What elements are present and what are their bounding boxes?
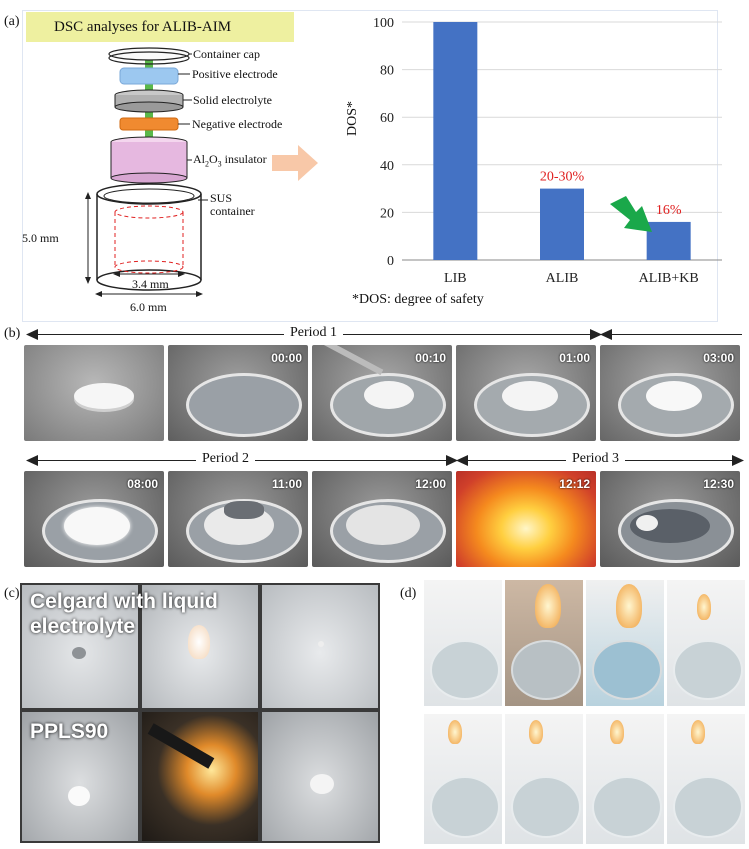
dos-bar-chart: 0 20 40 60 80 100 LIB ALIB 20-30% ALIB+KB 16% [373, 16, 722, 286]
label-insulator: Al2O3 insulator [193, 152, 267, 169]
period-3-label: Period 3 [566, 451, 626, 467]
photo-lamp-4 [667, 580, 745, 706]
arrow-right-icon [732, 455, 744, 466]
y-tick-label: 60 [380, 111, 394, 126]
photo-0300: 03:00 [600, 345, 740, 441]
x-tick-label: LIB [444, 271, 467, 286]
y-tick-label: 0 [387, 254, 394, 269]
photo-ppls-initial [22, 712, 138, 841]
photo-celgard-after [262, 585, 378, 708]
photo-lamp-8 [667, 714, 745, 844]
photo-ppls-burning [142, 712, 258, 841]
data-label: 16% [656, 203, 682, 218]
x-tick-label: ALIB+KB [639, 271, 699, 286]
arrow-left-icon [456, 455, 468, 466]
label-negative-electrode: Negative electrode [192, 117, 283, 131]
timestamp: 08:00 [127, 477, 158, 491]
photo-ppls-after [262, 712, 378, 841]
decrease-arrow [610, 196, 652, 232]
period-2-span-start [602, 334, 742, 335]
period-2-label: Period 2 [196, 451, 256, 467]
photo-lamp-5 [424, 714, 502, 844]
timestamp: 03:00 [703, 351, 734, 365]
dsc-cell-diagram [85, 47, 208, 297]
y-axis-label: DOS* [345, 100, 360, 136]
timestamp: 00:00 [271, 351, 302, 365]
timestamp: 01:00 [559, 351, 590, 365]
panel-a-label: (a) [4, 14, 20, 29]
timestamp: 12:12 [559, 477, 590, 491]
arrow-right-icon [590, 329, 602, 340]
label-celgard: Celgard with liquid electrolyte [30, 590, 218, 638]
y-tick-label: 20 [380, 206, 394, 221]
photo-1230: 12:30 [600, 471, 740, 567]
y-tick-label: 80 [380, 64, 394, 79]
label-sus-container: SUS container [210, 191, 255, 218]
panel-b-label: (b) [4, 326, 21, 341]
panel-c-photo-grid: Celgard with liquid electrolyte PPLS90 [20, 583, 380, 843]
dim-height: 5.0 mm [22, 231, 59, 245]
photo-1100: 11:00 [168, 471, 308, 567]
panel-a-frame [22, 10, 718, 322]
panel-c-label: (c) [4, 586, 20, 601]
diagram-title: DSC analyses for ALIB-AIM [26, 12, 294, 42]
bar-alib [540, 188, 584, 260]
arrow-left-icon [26, 329, 38, 340]
panel-d-row-2 [424, 714, 745, 844]
photo-0010: 00:10 [312, 345, 452, 441]
photo-lamp-6 [505, 714, 583, 844]
arrow-left-icon [26, 455, 38, 466]
timestamp: 11:00 [271, 477, 302, 491]
chart-footnote: *DOS: degree of safety [352, 292, 484, 307]
arrow-left-icon [600, 329, 612, 340]
label-ppls90: PPLS90 [30, 720, 109, 743]
period-1-label: Period 1 [284, 325, 344, 341]
dim-inner: 3.4 mm [132, 277, 169, 291]
photo-separator-initial [24, 345, 164, 441]
panel-d-row-1 [424, 580, 745, 706]
photo-0800: 08:00 [24, 471, 164, 567]
photo-lamp-3 [586, 580, 664, 706]
data-label: 20-30% [540, 170, 585, 185]
label-positive-electrode: Positive electrode [192, 67, 278, 81]
arrow-right-icon [446, 455, 458, 466]
bar-lib [433, 22, 478, 260]
photo-0100: 01:00 [456, 345, 596, 441]
panel-d-label: (d) [400, 586, 417, 601]
label-solid-electrolyte: Solid electrolyte [193, 93, 272, 107]
photo-celgard-burning [142, 585, 258, 708]
photo-celgard-initial [22, 585, 138, 708]
x-tick-label: ALIB [546, 271, 579, 286]
flow-arrow [272, 145, 318, 181]
label-container-cap: Container cap [193, 47, 260, 61]
photo-lamp-1 [424, 580, 502, 706]
y-tick-label: 40 [380, 159, 394, 174]
bar-alib-kb [646, 221, 691, 260]
timestamp: 12:00 [415, 477, 446, 491]
timestamp: 00:10 [415, 351, 446, 365]
dim-outer: 6.0 mm [130, 300, 167, 314]
timestamp: 12:30 [703, 477, 734, 491]
photo-0000: 00:00 [168, 345, 308, 441]
photo-1212-fire: 12:12 [456, 471, 596, 567]
photo-lamp-2 [505, 580, 583, 706]
photo-lamp-7 [586, 714, 664, 844]
y-tick-label: 100 [373, 16, 394, 31]
photo-1200: 12:00 [312, 471, 452, 567]
